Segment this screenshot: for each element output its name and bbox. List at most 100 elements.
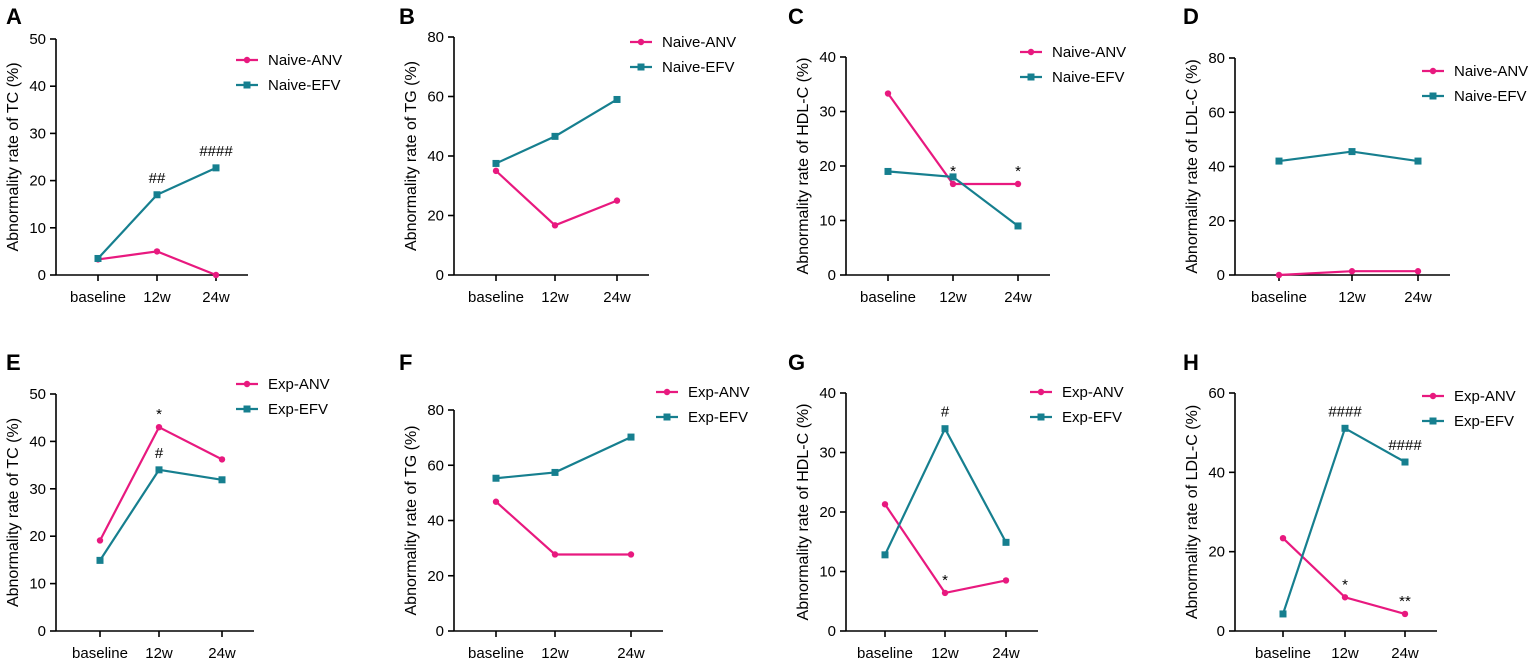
data-point-square: [94, 254, 102, 262]
data-point-circle: [551, 222, 559, 229]
data-point-square: [881, 551, 889, 559]
y-tick-label: 40: [427, 513, 444, 530]
significance-annotation: ####: [1328, 403, 1362, 420]
significance-annotation: #: [941, 404, 950, 421]
data-point-circle: [1275, 271, 1283, 279]
x-tick-label: baseline: [70, 289, 126, 306]
y-tick-label: 20: [819, 504, 836, 521]
series-line-naive-anv: [97, 250, 217, 277]
legend-marker-square: [637, 63, 645, 71]
y-axis-title: Abnormality rate of HDL-C (%): [795, 58, 812, 275]
y-tick-label: 0: [38, 267, 46, 284]
y-tick-label: 80: [427, 29, 444, 46]
y-tick-label: 0: [38, 623, 46, 640]
data-point-circle: [1401, 610, 1409, 618]
data-point-square: [1014, 222, 1022, 230]
panel-b: B 0 20 40 60 80 baseline 12w 24w Abnormality rate…: [399, 4, 736, 306]
y-tick-label: 0: [1217, 623, 1225, 640]
x-tick-label: 12w: [541, 645, 569, 662]
data-point-square: [492, 159, 500, 167]
data-point-square: [551, 468, 559, 476]
legend-label: Exp-ANV: [1062, 384, 1124, 401]
y-axis-title: Abnormality rate of LDL-C (%): [1184, 59, 1201, 273]
y-tick-label: 60: [427, 89, 444, 106]
y-tick-label: 50: [29, 386, 46, 403]
significance-annotation: ##: [149, 170, 166, 187]
y-tick-label: 40: [1208, 159, 1225, 176]
x-tick-label: 24w: [1404, 289, 1432, 306]
x-tick-label: 12w: [1331, 645, 1359, 662]
data-point-square: [1401, 458, 1409, 466]
legend-label: Naive-ANV: [268, 52, 342, 69]
significance-annotation: *: [1015, 163, 1021, 180]
y-tick-label: 20: [1208, 213, 1225, 230]
legend-label: Naive-ANV: [1052, 44, 1126, 61]
x-tick-label: 12w: [939, 289, 967, 306]
panel-letter: E: [6, 350, 21, 375]
legend-marker-circle: [1037, 388, 1045, 396]
y-tick-label: 30: [29, 125, 46, 142]
panel-a: A 0 10 20 30 40 50 baseline 12w 24w Abnormality ra…: [5, 4, 342, 306]
y-tick-label: 0: [828, 623, 836, 640]
legend-label: Exp-EFV: [1454, 413, 1514, 430]
x-tick-label: baseline: [468, 645, 524, 662]
series-line-naive-anv: [495, 170, 618, 227]
legend-marker-square: [1037, 413, 1045, 421]
significance-annotation: ####: [199, 143, 233, 160]
panel-letter: D: [1183, 4, 1199, 29]
x-tick-label: 12w: [145, 645, 173, 662]
legend-label: Naive-EFV: [1454, 88, 1527, 105]
x-tick-label: 12w: [931, 645, 959, 662]
y-tick-label: 80: [427, 402, 444, 419]
y-axis-title: Abnormality rate of TC (%): [5, 418, 22, 607]
y-axis-title: Abnormality rate of LDL-C (%): [1184, 405, 1201, 619]
y-axis-title: Abnormality rate of TG (%): [403, 61, 420, 251]
y-tick-label: 10: [29, 220, 46, 237]
y-tick-label: 20: [819, 158, 836, 175]
series-line-exp-efv: [495, 436, 632, 480]
legend-marker-circle: [243, 56, 251, 64]
y-axis-title: Abnormality rate of TC (%): [5, 62, 22, 251]
y-tick-label: 60: [1208, 385, 1225, 402]
y-tick-label: 30: [29, 481, 46, 498]
legend-label: Naive-ANV: [662, 34, 736, 51]
data-point-square: [1002, 538, 1010, 546]
x-tick-label: 12w: [143, 289, 171, 306]
data-point-circle: [1014, 180, 1022, 188]
series-line-exp-anv: [495, 500, 631, 556]
data-point-circle: [155, 423, 163, 431]
data-point-circle: [949, 180, 957, 188]
data-point-square: [941, 425, 949, 433]
legend-marker-circle: [1429, 392, 1437, 400]
series-line-exp-efv: [99, 468, 223, 561]
data-point-square: [153, 191, 161, 199]
y-tick-label: 40: [1208, 464, 1225, 481]
data-point-circle: [941, 589, 949, 597]
x-tick-label: 24w: [603, 289, 631, 306]
y-tick-label: 0: [436, 623, 444, 640]
x-tick-label: 24w: [1004, 289, 1032, 306]
x-tick-label: 24w: [208, 645, 236, 662]
y-tick-label: 30: [819, 445, 836, 462]
significance-annotation: ####: [1388, 437, 1422, 454]
data-point-square: [1341, 424, 1349, 432]
legend-label: Exp-ANV: [1454, 388, 1516, 405]
data-point-circle: [153, 248, 161, 255]
legend-label: Naive-EFV: [268, 77, 341, 94]
legend-marker-square: [1027, 73, 1035, 81]
significance-annotation: *: [1342, 576, 1348, 593]
data-point-circle: [627, 551, 635, 558]
panel-letter: A: [6, 4, 22, 29]
data-point-circle: [881, 501, 889, 508]
significance-annotation: **: [1399, 593, 1411, 610]
data-point-circle: [212, 271, 220, 279]
data-point-circle: [1348, 268, 1356, 275]
x-tick-label: baseline: [857, 645, 913, 662]
panel-c: C 0 10 20 30 40 baseline 12w 24w Abnormality rate…: [788, 4, 1126, 306]
panel-letter: G: [788, 350, 805, 375]
data-point-square: [212, 164, 220, 172]
y-tick-label: 50: [29, 31, 46, 48]
data-point-square: [1348, 148, 1356, 156]
legend-label: Exp-ANV: [688, 384, 750, 401]
